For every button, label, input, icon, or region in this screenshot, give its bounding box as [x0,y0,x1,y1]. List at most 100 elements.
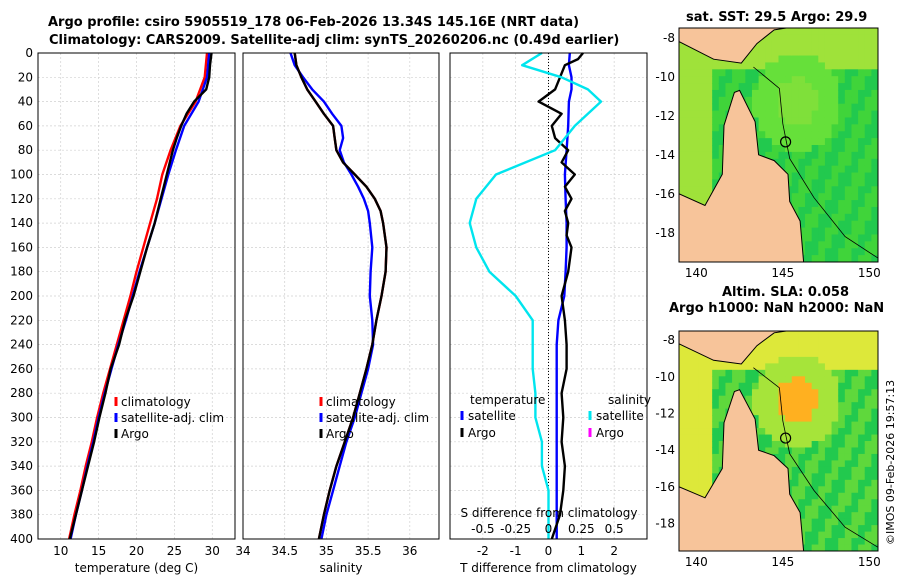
sla-map-cell [751,356,760,364]
sst-map-cell [824,186,833,194]
sst-map-cell [785,138,793,146]
sst-map-cell [851,158,859,167]
salinity-xtick-label: 34.5 [271,544,298,558]
sla-map-cell [805,434,813,442]
sst-map-cell [751,69,760,77]
sla-map-lat-tick-label: -10 [655,370,675,384]
sst-map-cell [798,76,806,84]
sst-map-cell [791,62,799,70]
sla-map-cell [712,421,720,429]
sst-map-cell [692,138,700,146]
sst-map-cell [805,200,813,208]
sla-map-cell [811,356,819,364]
sla-map-cell [811,453,819,461]
sla-map-cell [851,453,859,461]
sst-map-cell [705,103,713,112]
sla-map-cell [844,350,852,358]
sst-map-cell [771,103,779,112]
sla-map-cell [679,466,687,474]
sla-map-cell [679,415,687,423]
sla-map-cell [765,441,773,448]
sst-map-cell [751,96,760,105]
sst-map-cell [871,76,879,84]
sst-map-cell [698,158,707,167]
sst-map-cell [844,234,852,242]
sla-map-cell [871,402,879,410]
sla-map-cell [785,434,793,442]
sla-map-cell [718,369,726,377]
sst-map-cell [692,124,700,132]
sla-map-cell [738,369,746,377]
sla-map-cell [771,408,779,416]
sst-map-cell [831,117,839,125]
sst-map-cell [785,83,793,91]
sst-map-cell [725,83,733,91]
sla-map-cell [838,415,846,423]
sst-map-cell [765,62,773,70]
sst-map-cell [679,179,687,187]
sla-map-cell [705,369,713,377]
sla-map-cell [818,453,826,461]
sla-map-cell [785,460,793,468]
sst-map-cell [698,69,707,77]
sla-map-cell [851,382,859,390]
sst-map-cell [831,76,839,84]
sst-map-cell [838,186,846,194]
sst-map-cell [745,83,753,91]
sla-map-cell [824,525,833,533]
sst-map-cell [871,193,879,201]
sla-map-cell [745,382,753,390]
sla-map-cell [778,441,786,448]
sst-map-cell [791,89,799,98]
sst-map-cell [864,200,872,208]
sla-map-cell [838,473,846,481]
sst-map-cell [811,165,819,174]
sst-map-lat-tick-label: -8 [663,31,675,45]
sst-map-cell [818,62,826,70]
sst-map-cell [844,138,852,146]
sst-map-cell [679,131,687,139]
sla-map-cell [705,402,713,410]
sst-map-cell [785,34,793,43]
sla-map-cell [811,376,819,384]
sla-map-cell [771,337,779,345]
sst-map-cell [798,179,806,187]
sst-map-cell [785,48,793,57]
sla-map-cell [679,479,687,487]
sst-map-cell [778,69,786,77]
sla-map-cell [718,421,726,429]
sla-map-cell [838,518,846,526]
sla-map-cell [864,408,872,416]
sst-map-cell [844,117,852,125]
sla-map-cell [791,408,799,416]
sst-map-cell [831,110,839,118]
sst-map-cell [831,89,839,98]
sla-map-cell [864,350,872,358]
sla-map-cell [844,356,852,364]
sla-map-cell [765,369,773,377]
sla-map-cell [679,376,687,384]
sst-map-cell [738,62,746,70]
sst-map-cell [811,89,819,98]
sla-map-cell [798,499,806,507]
sst-map-cell [805,83,813,91]
sst-map-cell [858,165,866,174]
sla-map-cell [785,421,793,429]
sla-map-cell [871,382,879,390]
temperature-xlabel: temperature (deg C) [75,561,198,575]
sla-map-cell [745,402,753,410]
sst-map-cell [811,131,819,139]
sla-map-cell [771,421,779,429]
sla-map-cell [771,376,779,384]
sla-map-cell [864,428,872,436]
sla-map-cell [778,453,786,461]
sst-map-cell [791,76,799,84]
sst-map-cell [824,117,833,125]
sla-map-cell [805,408,813,416]
sla-map-cell [864,441,872,448]
sla-map-cell [798,505,806,513]
sla-map-cell [791,337,799,345]
sst-map-cell [838,193,846,201]
sst-map-cell [751,110,760,118]
sst-map-cell [831,165,839,174]
